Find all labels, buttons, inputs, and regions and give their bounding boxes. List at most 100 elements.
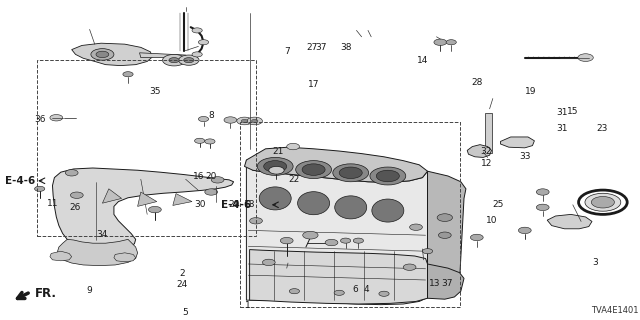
- Circle shape: [123, 72, 133, 77]
- Circle shape: [296, 161, 332, 179]
- Circle shape: [370, 167, 406, 185]
- Polygon shape: [246, 160, 428, 305]
- Text: 7: 7: [284, 47, 289, 56]
- Text: 19: 19: [525, 87, 537, 96]
- Text: 17: 17: [308, 80, 319, 89]
- Text: 21: 21: [273, 147, 284, 156]
- Polygon shape: [102, 189, 122, 203]
- Polygon shape: [140, 53, 189, 58]
- Text: 10: 10: [486, 216, 497, 225]
- Text: 35: 35: [149, 87, 161, 96]
- Text: 6: 6: [353, 285, 358, 294]
- Circle shape: [578, 54, 593, 61]
- Circle shape: [470, 234, 483, 241]
- Text: 27: 27: [307, 44, 318, 52]
- Polygon shape: [250, 250, 428, 304]
- Text: 9: 9: [87, 286, 92, 295]
- Circle shape: [224, 117, 237, 123]
- Text: 1: 1: [246, 301, 251, 310]
- Circle shape: [333, 164, 369, 182]
- Circle shape: [536, 204, 549, 211]
- Polygon shape: [52, 168, 234, 250]
- Text: 31: 31: [556, 108, 568, 117]
- Circle shape: [518, 227, 531, 234]
- Text: E-4-6: E-4-6: [221, 200, 251, 210]
- Text: 20: 20: [205, 172, 217, 181]
- Circle shape: [302, 164, 325, 175]
- Polygon shape: [467, 145, 492, 157]
- Circle shape: [192, 28, 202, 33]
- Text: 37: 37: [441, 279, 452, 288]
- Text: 25: 25: [492, 200, 504, 209]
- Polygon shape: [428, 264, 464, 299]
- Circle shape: [163, 54, 186, 66]
- Circle shape: [198, 40, 209, 45]
- Text: 11: 11: [47, 199, 58, 208]
- Ellipse shape: [335, 196, 367, 219]
- Polygon shape: [72, 43, 152, 66]
- Circle shape: [205, 189, 218, 195]
- Polygon shape: [58, 239, 138, 266]
- Circle shape: [192, 52, 202, 57]
- Text: 31: 31: [556, 124, 568, 133]
- Circle shape: [303, 231, 318, 239]
- Text: E-4-6: E-4-6: [5, 176, 35, 186]
- Polygon shape: [114, 253, 136, 262]
- Polygon shape: [138, 192, 157, 206]
- Text: 22: 22: [289, 175, 300, 184]
- Text: 16: 16: [193, 172, 204, 181]
- Circle shape: [96, 51, 109, 58]
- Circle shape: [169, 58, 179, 63]
- Circle shape: [585, 193, 621, 211]
- Text: TVA4E1401: TVA4E1401: [591, 306, 639, 315]
- Polygon shape: [428, 171, 466, 298]
- Circle shape: [237, 117, 252, 125]
- Circle shape: [403, 264, 416, 270]
- Circle shape: [287, 143, 300, 150]
- Circle shape: [247, 117, 262, 125]
- Circle shape: [379, 291, 389, 296]
- Circle shape: [376, 170, 399, 182]
- Circle shape: [65, 170, 78, 176]
- Text: 12: 12: [481, 159, 492, 168]
- Text: 38: 38: [340, 43, 351, 52]
- Text: 30: 30: [195, 200, 206, 209]
- Circle shape: [250, 218, 262, 224]
- Text: 34: 34: [97, 230, 108, 239]
- Text: 18: 18: [244, 200, 255, 209]
- Circle shape: [211, 177, 224, 183]
- Text: 33: 33: [519, 152, 531, 161]
- Circle shape: [280, 237, 293, 244]
- Bar: [37, 60, 256, 236]
- Text: 8: 8: [209, 111, 214, 120]
- Text: 24: 24: [177, 280, 188, 289]
- Polygon shape: [173, 194, 192, 205]
- Ellipse shape: [259, 187, 291, 210]
- Text: 36: 36: [34, 115, 45, 124]
- Polygon shape: [485, 113, 492, 153]
- Text: 4: 4: [364, 285, 369, 294]
- Circle shape: [353, 238, 364, 243]
- Circle shape: [262, 259, 275, 266]
- Circle shape: [325, 239, 338, 246]
- Circle shape: [184, 58, 194, 63]
- Circle shape: [339, 167, 362, 179]
- Circle shape: [179, 55, 199, 65]
- Circle shape: [241, 119, 248, 123]
- Text: FR.: FR.: [35, 287, 57, 300]
- Text: 29: 29: [228, 200, 239, 209]
- Circle shape: [50, 115, 63, 121]
- Circle shape: [591, 196, 614, 208]
- Circle shape: [91, 49, 114, 60]
- Circle shape: [536, 189, 549, 195]
- Text: 26: 26: [70, 203, 81, 212]
- Circle shape: [198, 116, 209, 122]
- Circle shape: [438, 232, 451, 238]
- Circle shape: [410, 224, 422, 230]
- Text: 5: 5: [183, 308, 188, 317]
- Polygon shape: [547, 214, 592, 229]
- Circle shape: [252, 119, 258, 123]
- Polygon shape: [244, 147, 428, 182]
- Circle shape: [446, 40, 456, 45]
- Circle shape: [70, 192, 83, 198]
